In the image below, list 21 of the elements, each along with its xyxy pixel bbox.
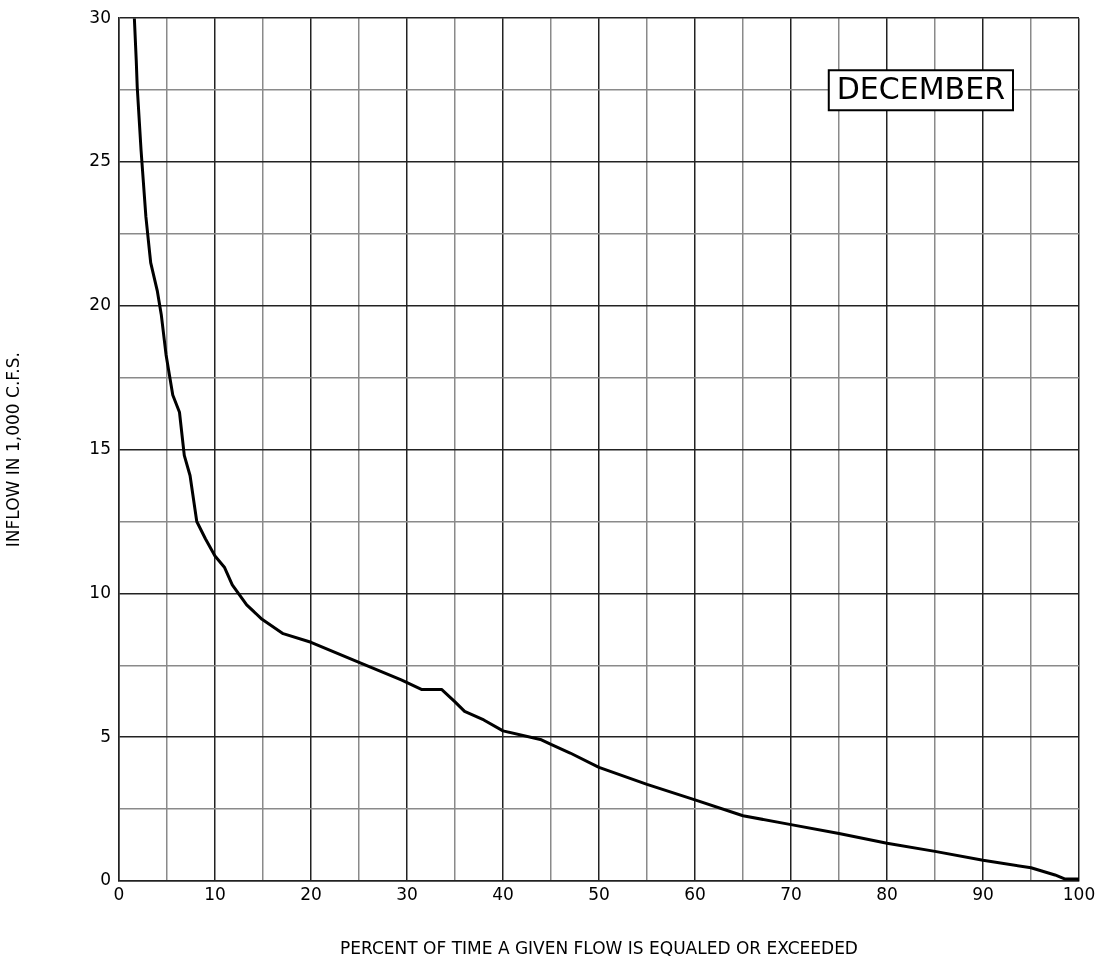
y-tick-label: 5 xyxy=(100,725,111,746)
y-axis-title: INFLOW IN 1,000 C.F.S. xyxy=(2,352,23,548)
y-tick-label: 30 xyxy=(89,6,111,27)
x-tick-label: 20 xyxy=(300,883,322,904)
x-tick-label: 0 xyxy=(113,883,125,904)
x-tick-label: 50 xyxy=(588,883,610,904)
x-tick-label: 70 xyxy=(780,883,802,904)
x-axis-title: PERCENT OF TIME A GIVEN FLOW IS EQUALED OR EXCEEDED xyxy=(340,938,858,959)
x-tick-label: 40 xyxy=(492,883,514,904)
x-tick-label: 10 xyxy=(204,883,226,904)
x-tick-label: 100 xyxy=(1062,883,1096,904)
text: DECEMBER xyxy=(836,71,1005,106)
y-tick-label: 25 xyxy=(89,150,111,171)
y-tick-label: 0 xyxy=(100,869,111,890)
x-tick-label: 60 xyxy=(684,883,706,904)
x-tick-label: 80 xyxy=(876,883,898,904)
y-tick-label: 20 xyxy=(89,294,111,315)
x-tick-label: 30 xyxy=(396,883,418,904)
y-tick-label: 10 xyxy=(89,581,111,602)
y-tick-label: 15 xyxy=(89,438,111,459)
x-tick-label: 90 xyxy=(972,883,994,904)
